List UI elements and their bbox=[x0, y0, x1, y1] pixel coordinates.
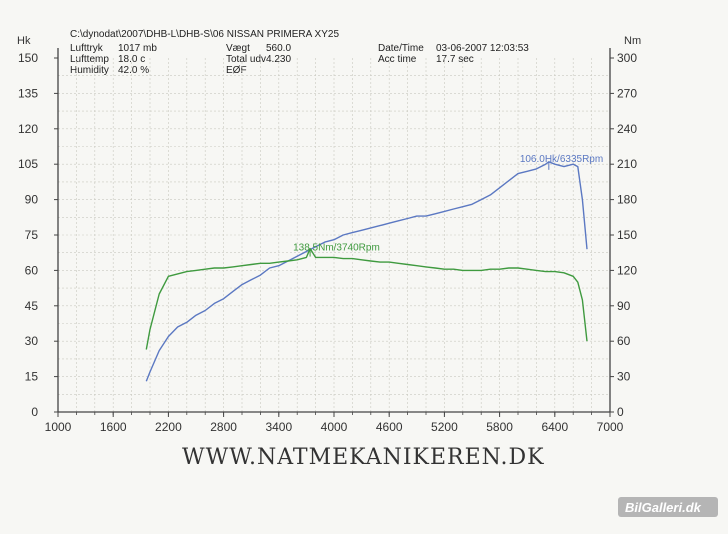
right-tick-label: 240 bbox=[617, 122, 637, 136]
header-field: Vægt bbox=[226, 43, 250, 54]
power-curve bbox=[145, 161, 588, 382]
left-tick-label: 105 bbox=[18, 157, 38, 171]
header-field: Acc time bbox=[378, 54, 417, 65]
x-tick-label: 1600 bbox=[100, 420, 127, 434]
header-field: EØF bbox=[226, 65, 247, 76]
right-tick-label: 60 bbox=[617, 334, 631, 348]
left-tick-label: 150 bbox=[18, 51, 38, 65]
right-tick-label: 120 bbox=[617, 263, 637, 277]
right-tick-label: 30 bbox=[617, 370, 631, 384]
left-axis-ticks: 0 15 30 45 60 75 90 105 120 135 150 bbox=[18, 51, 58, 419]
x-tick-label: 2800 bbox=[210, 420, 237, 434]
header-field: 17.7 sec bbox=[436, 54, 474, 65]
left-axis-unit: Hk bbox=[17, 35, 31, 47]
torque-peak-label: 138.5Nm/3740Rpm bbox=[293, 243, 380, 254]
right-tick-label: 0 bbox=[617, 405, 624, 419]
header-field: Date/Time bbox=[378, 43, 424, 54]
watermark-badge: BilGalleri.dk bbox=[618, 497, 718, 517]
header-field: Total udv bbox=[226, 54, 266, 65]
x-tick-label: 7000 bbox=[597, 420, 624, 434]
left-tick-label: 60 bbox=[25, 263, 39, 277]
grid bbox=[58, 58, 610, 412]
left-tick-label: 15 bbox=[25, 370, 39, 384]
left-tick-label: 90 bbox=[25, 193, 39, 207]
header-field: Lufttemp bbox=[70, 54, 109, 65]
right-tick-label: 150 bbox=[617, 228, 637, 242]
x-tick-label: 5200 bbox=[431, 420, 458, 434]
x-tick-label: 4600 bbox=[376, 420, 403, 434]
website-footer: WWW.NATMEKANIKEREN.DK bbox=[182, 445, 545, 470]
x-axis-ticks: 1000 1600 2200 2800 3400 4000 4600 5200 5800 6400… bbox=[45, 412, 624, 434]
right-tick-label: 300 bbox=[617, 51, 637, 65]
header-field: Lufttryk bbox=[70, 43, 104, 54]
x-tick-label: 3400 bbox=[265, 420, 292, 434]
right-tick-label: 180 bbox=[617, 193, 637, 207]
right-tick-label: 210 bbox=[617, 157, 637, 171]
x-tick-label: 6400 bbox=[541, 420, 568, 434]
left-tick-label: 30 bbox=[25, 334, 39, 348]
x-tick-label: 5800 bbox=[486, 420, 513, 434]
file-path: C:\dynodat\2007\DHB-L\DHB-S\06 NISSAN PR… bbox=[70, 29, 339, 40]
power-peak-label: 106.0Hk/6335Rpm bbox=[520, 154, 603, 165]
watermark-text: BilGalleri.dk bbox=[625, 500, 702, 515]
header-field: 560.0 bbox=[266, 43, 291, 54]
header-field: 03-06-2007 12:03:53 bbox=[436, 43, 529, 54]
left-tick-label: 75 bbox=[25, 228, 39, 242]
left-tick-label: 0 bbox=[31, 405, 38, 419]
left-tick-label: 135 bbox=[18, 86, 38, 100]
left-tick-label: 120 bbox=[18, 122, 38, 136]
header-field: Humidity bbox=[70, 65, 109, 76]
x-tick-label: 1000 bbox=[45, 420, 72, 434]
series-lines bbox=[145, 161, 588, 382]
x-tick-label: 4000 bbox=[321, 420, 348, 434]
peak-annotations: 106.0Hk/6335Rpm 138.5Nm/3740Rpm bbox=[293, 154, 603, 257]
x-tick-label: 2200 bbox=[155, 420, 182, 434]
right-tick-label: 270 bbox=[617, 86, 637, 100]
torque-curve bbox=[145, 247, 588, 350]
header-field: 42.0 % bbox=[118, 65, 149, 76]
right-tick-label: 90 bbox=[617, 299, 631, 313]
right-axis-unit: Nm bbox=[624, 35, 641, 47]
left-tick-label: 45 bbox=[25, 299, 39, 313]
right-axis-ticks: 0 30 60 90 120 150 180 210 240 270 300 bbox=[610, 51, 637, 419]
header-field: 1017 mb bbox=[118, 43, 157, 54]
